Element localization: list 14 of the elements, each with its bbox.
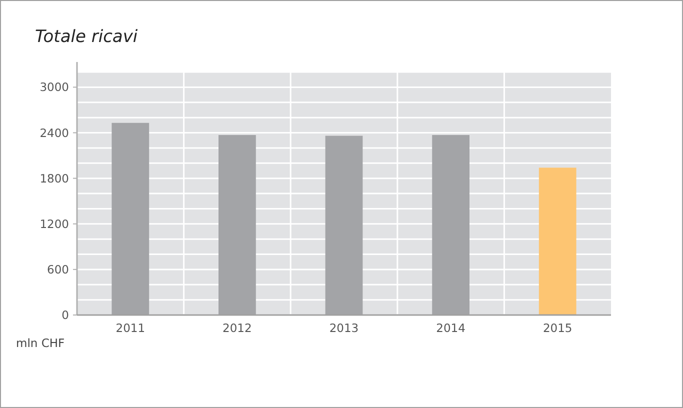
x-tick-label: 2011 <box>116 321 146 335</box>
y-tick-label: 2400 <box>40 126 69 140</box>
y-tick-label: 0 <box>62 308 69 322</box>
x-tick-label: 2014 <box>436 321 466 335</box>
y-tick-label: 1800 <box>40 171 69 186</box>
y-axis-title: mln CHF <box>16 336 65 350</box>
y-tick-label: 3000 <box>40 80 69 94</box>
y-tick-label: 1200 <box>40 216 69 231</box>
x-tick-label: 2015 <box>542 321 572 335</box>
x-tick-label: 2013 <box>329 321 359 335</box>
x-tick-label: 2012 <box>222 321 252 335</box>
chart-title: Totale ricavi <box>35 27 138 47</box>
bar <box>538 168 576 315</box>
y-tick-label: 600 <box>47 262 69 276</box>
